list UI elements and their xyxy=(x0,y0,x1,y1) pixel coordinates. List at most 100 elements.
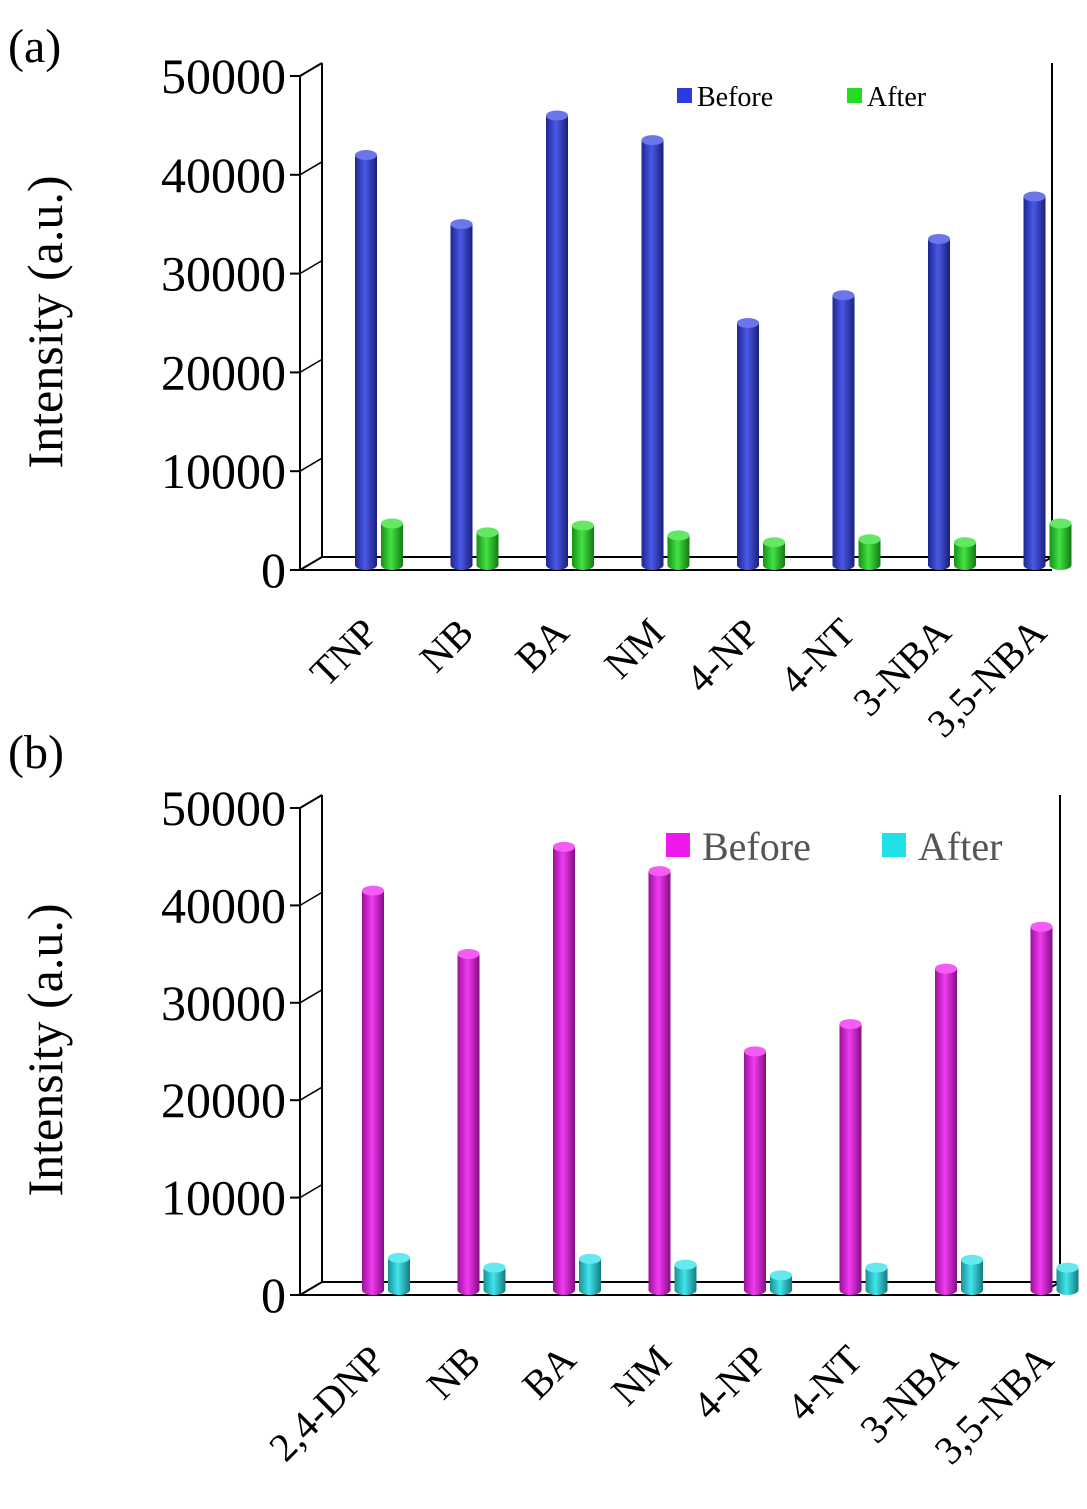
chart-a: (a) 0 10000 20000 30000 40000 50000 Intensity… xyxy=(8,20,1072,746)
bar-after-NM xyxy=(667,530,690,570)
panel-label-a: (a) xyxy=(8,20,61,73)
x-tick-label: BA xyxy=(513,1336,584,1407)
bar-top xyxy=(839,1019,862,1030)
bar-after-NB xyxy=(483,1262,506,1295)
y-tick-label: 20000 xyxy=(161,344,286,400)
bar-body xyxy=(355,154,377,571)
y-tick-label: 50000 xyxy=(161,48,286,104)
bar-body xyxy=(832,295,855,570)
bar-after-4-NP xyxy=(763,537,785,570)
y-tick-depth xyxy=(299,358,323,374)
bar-after-4-NP xyxy=(770,1270,792,1295)
bar-top xyxy=(553,841,575,852)
bar-top xyxy=(355,149,377,160)
bar-body xyxy=(483,1267,506,1295)
bar-body xyxy=(641,140,664,570)
bar-body xyxy=(667,535,690,570)
panel-label-b: (b) xyxy=(8,726,64,779)
legend-label-before: Before xyxy=(697,82,773,113)
bar-body xyxy=(388,1257,410,1295)
bar-top xyxy=(928,233,950,244)
y-tick-label: 0 xyxy=(261,1267,286,1323)
bar-top xyxy=(770,1270,792,1281)
x-tick-label: TNP xyxy=(301,610,386,695)
x-tick-label: 2,4-DNP xyxy=(260,1337,393,1470)
legend-label-after: After xyxy=(918,824,1002,869)
bar-before-3-NBA xyxy=(928,233,950,570)
legend-swatch-before xyxy=(677,88,692,103)
chart-a-legend: Before After xyxy=(677,82,927,113)
bar-body xyxy=(546,115,568,571)
bar-top xyxy=(546,110,568,121)
y-tick-depth xyxy=(299,1281,323,1296)
bar-body xyxy=(961,1259,983,1295)
y-tick-depth xyxy=(299,556,323,571)
bar-top xyxy=(763,537,785,548)
bar-before-3,5-NBA xyxy=(1030,921,1053,1295)
bar-body xyxy=(553,846,575,1295)
bar-before-3,5-NBA xyxy=(1023,191,1046,570)
bar-top xyxy=(1056,1262,1079,1273)
bar-body xyxy=(572,525,594,570)
bar-top xyxy=(648,866,671,877)
bar-top xyxy=(865,1262,888,1273)
bar-body xyxy=(1056,1267,1079,1295)
bar-body xyxy=(954,542,976,570)
bar-after-4-NT xyxy=(865,1262,888,1295)
bar-top xyxy=(483,1262,506,1273)
y-tick-label: 50000 xyxy=(161,780,286,836)
bar-before-4-NT xyxy=(839,1019,862,1295)
y-tick-depth xyxy=(299,1183,323,1199)
legend-swatch-after xyxy=(847,88,862,103)
y-tick-depth xyxy=(299,259,323,275)
y-tick-depth xyxy=(299,891,323,907)
bar-top xyxy=(476,527,499,538)
bar-before-4-NP xyxy=(744,1046,766,1295)
bar-before-NM xyxy=(641,135,664,570)
bar-body xyxy=(935,968,957,1295)
bar-body xyxy=(865,1267,888,1295)
bar-body xyxy=(1049,523,1072,570)
x-tick-label: BA xyxy=(506,609,577,680)
y-tick-depth xyxy=(299,989,323,1004)
bar-before-NB xyxy=(457,948,480,1295)
bar-top xyxy=(667,530,690,541)
bar-top xyxy=(737,317,759,328)
y-tick-label: 10000 xyxy=(161,1170,286,1226)
bar-after-3-NBA xyxy=(954,537,976,570)
bar-before-BA xyxy=(546,110,568,571)
y-tick-label: 10000 xyxy=(161,443,286,499)
bar-top xyxy=(954,537,976,548)
y-tick-label: 30000 xyxy=(161,246,286,302)
bar-body xyxy=(579,1258,601,1295)
bar-body xyxy=(744,1051,766,1295)
bar-body xyxy=(839,1024,862,1295)
bar-before-NM xyxy=(648,866,671,1295)
legend-swatch-before xyxy=(666,833,690,857)
chart-b-legend: Before After xyxy=(666,824,1002,869)
bar-after-TNP xyxy=(381,518,403,570)
bar-top xyxy=(961,1254,983,1265)
bar-top xyxy=(1030,921,1053,932)
bar-body xyxy=(476,532,499,570)
bar-top xyxy=(858,534,881,545)
bar-top xyxy=(1049,518,1072,529)
bar-after-NM xyxy=(674,1259,697,1295)
bar-top xyxy=(450,219,473,230)
chart-a-y-ticks: 0 10000 20000 30000 40000 50000 xyxy=(161,48,323,598)
bar-body xyxy=(1023,196,1046,570)
bar-body xyxy=(928,238,950,570)
bar-body xyxy=(1030,926,1053,1295)
bar-body xyxy=(362,890,384,1295)
y-tick-depth xyxy=(299,457,323,472)
bar-body xyxy=(858,539,881,570)
bar-before-BA xyxy=(553,841,575,1295)
y-tick-label: 0 xyxy=(261,542,286,598)
x-tick-label: NM xyxy=(595,610,672,687)
bar-body xyxy=(763,542,785,570)
bar-after-2,4-DNP xyxy=(388,1252,410,1295)
bar-top xyxy=(362,885,384,896)
bar-body xyxy=(381,523,403,570)
